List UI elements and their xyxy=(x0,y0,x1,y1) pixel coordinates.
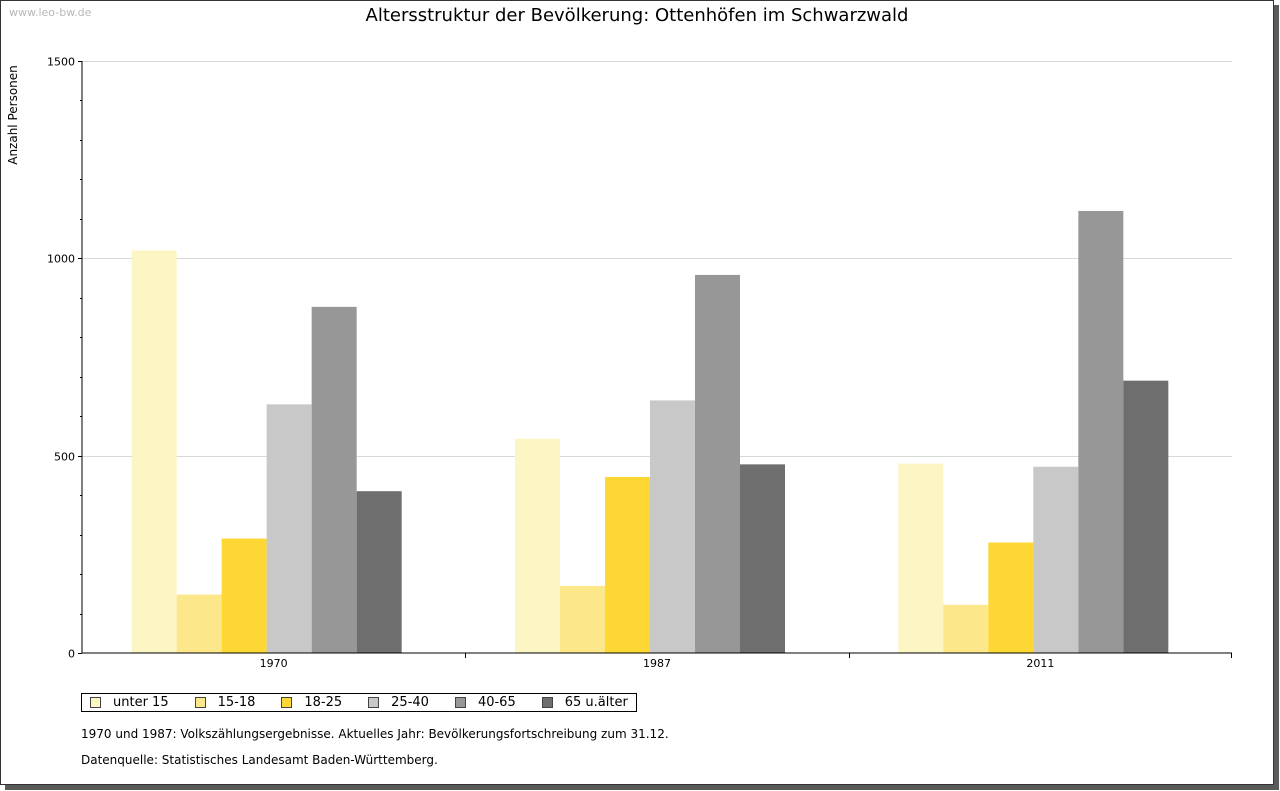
legend-label: 65 u.älter xyxy=(564,695,628,710)
legend-swatch xyxy=(454,697,466,708)
x-tick-label-1987: 1987 xyxy=(643,657,671,670)
legend-label: 18-25 xyxy=(304,695,343,710)
legend-item-0: unter 15 xyxy=(90,695,169,710)
axes: Anzahl Personen xyxy=(6,61,1232,654)
legend-swatch xyxy=(368,697,380,708)
bar-1970-65-u-lter xyxy=(356,491,402,653)
bar-1970-18-25 xyxy=(221,538,267,653)
bar-1970-25-40 xyxy=(266,404,312,653)
legend-item-1: 15-18 xyxy=(194,695,256,710)
legend-swatch xyxy=(90,697,101,708)
y-tick-label-0: 0 xyxy=(68,648,75,661)
bar-1987-15-18 xyxy=(560,585,605,653)
bar-2011-25-40 xyxy=(1033,466,1079,653)
x-ticks: 1970 1987 2011 xyxy=(260,653,1232,670)
y-ticks: 0 500 1000 1500 xyxy=(47,56,82,661)
legend-swatch xyxy=(194,697,206,708)
bar-1987-18-25 xyxy=(605,476,650,653)
legend-label: unter 15 xyxy=(113,695,169,710)
bar-1970-15-18 xyxy=(176,594,222,653)
bars xyxy=(131,210,1169,653)
bar-1987-40-65 xyxy=(695,274,740,653)
bar-2011-40-65 xyxy=(1078,210,1124,653)
bar-1987-65-u-lter xyxy=(740,464,785,653)
legend-label: 25-40 xyxy=(391,695,429,710)
x-tick-label-2011: 2011 xyxy=(1026,657,1054,670)
source-note: Datenquelle: Statistisches Landesamt Bad… xyxy=(81,753,438,767)
x-tick-label-1970: 1970 xyxy=(260,657,288,670)
bar-2011-unter-15 xyxy=(898,463,944,653)
legend-item-2: 18-25 xyxy=(281,695,342,710)
y-axis-label: Anzahl Personen xyxy=(6,65,20,165)
watermark: www.leo-bw.de xyxy=(9,6,92,19)
legend: unter 15 15-18 18-25 25-40 40-65 65 u.älter xyxy=(81,693,637,712)
census-note: 1970 und 1987: Volkszählungsergebnisse. … xyxy=(81,727,669,741)
bar-1987-25-40 xyxy=(650,400,695,653)
legend-label: 15-18 xyxy=(217,695,256,710)
legend-swatch xyxy=(281,697,293,708)
legend-label: 40-65 xyxy=(477,695,516,710)
y-tick-label-1: 500 xyxy=(54,451,75,464)
legend-swatch xyxy=(541,697,553,708)
legend-item-3: 25-40 xyxy=(368,695,429,710)
legend-item-4: 40-65 xyxy=(454,695,516,710)
bar-2011-15-18 xyxy=(943,604,989,653)
chart-title: Altersstruktur der Bevölkerung: Ottenhöf… xyxy=(365,5,909,26)
bar-2011-65-u-lter xyxy=(1123,380,1169,653)
y-tick-label-2: 1000 xyxy=(47,253,75,266)
bar-1970-unter-15 xyxy=(131,250,177,653)
bar-1987-unter-15 xyxy=(515,438,560,653)
bar-1970-40-65 xyxy=(311,306,357,653)
bar-2011-18-25 xyxy=(988,542,1034,653)
legend-item-5: 65 u.älter xyxy=(541,695,628,710)
grid-lines xyxy=(82,61,1232,457)
y-tick-label-3: 1500 xyxy=(47,56,75,69)
